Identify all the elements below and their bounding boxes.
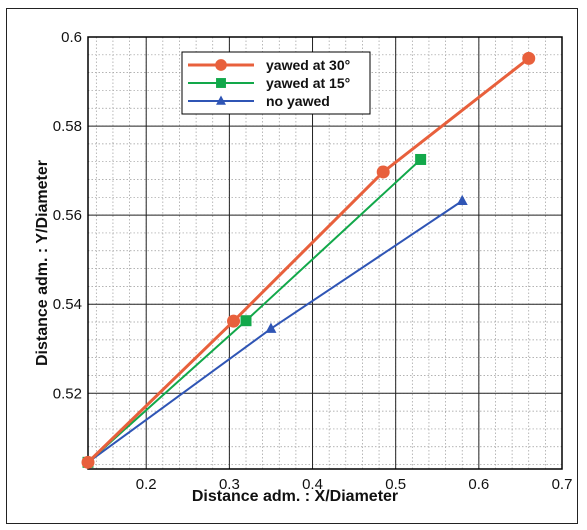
triangle-marker — [265, 322, 277, 333]
axis-ticks: 0.2 0.3 0.4 0.5 0.6 0.7 0.52 0.54 0.56 0.58 0.6 — [53, 29, 573, 493]
circle-marker — [81, 455, 95, 469]
x-tick-label: 0.2 — [136, 476, 157, 493]
triangle-marker — [216, 95, 226, 105]
y-tick-label: 0.52 — [53, 385, 82, 402]
legend-label: yawed at 15° — [266, 75, 350, 91]
circle-marker — [376, 165, 390, 179]
y-tick-label: 0.58 — [53, 118, 82, 135]
circle-marker — [215, 59, 227, 71]
legend-label: yawed at 30° — [266, 57, 350, 73]
series-line — [86, 57, 530, 464]
square-marker — [415, 153, 427, 165]
square-marker — [240, 315, 252, 327]
y-axis-title: Distance adm. : Y/Diameter — [34, 160, 51, 366]
x-tick-label: 0.7 — [552, 476, 573, 493]
square-marker — [216, 78, 226, 88]
y-tick-label: 0.6 — [61, 29, 82, 46]
x-tick-label: 0.3 — [219, 476, 240, 493]
x-tick-label: 0.6 — [468, 476, 489, 493]
x-axis-title: Distance adm. : X/Diameter — [192, 488, 398, 505]
series-circle — [81, 51, 536, 469]
triangle-marker — [456, 194, 468, 206]
legend: yawed at 30° yawed at 15° no yawed — [181, 51, 371, 115]
circle-marker — [227, 314, 241, 328]
x-tick-label: 0.4 — [302, 476, 323, 493]
legend-label: no yawed — [266, 93, 330, 109]
x-tick-label: 0.5 — [385, 476, 406, 493]
circle-marker — [522, 51, 536, 65]
y-tick-label: 0.56 — [53, 207, 82, 224]
plot-border — [87, 36, 563, 470]
series-layer — [81, 51, 536, 469]
y-tick-label: 0.54 — [53, 296, 82, 313]
